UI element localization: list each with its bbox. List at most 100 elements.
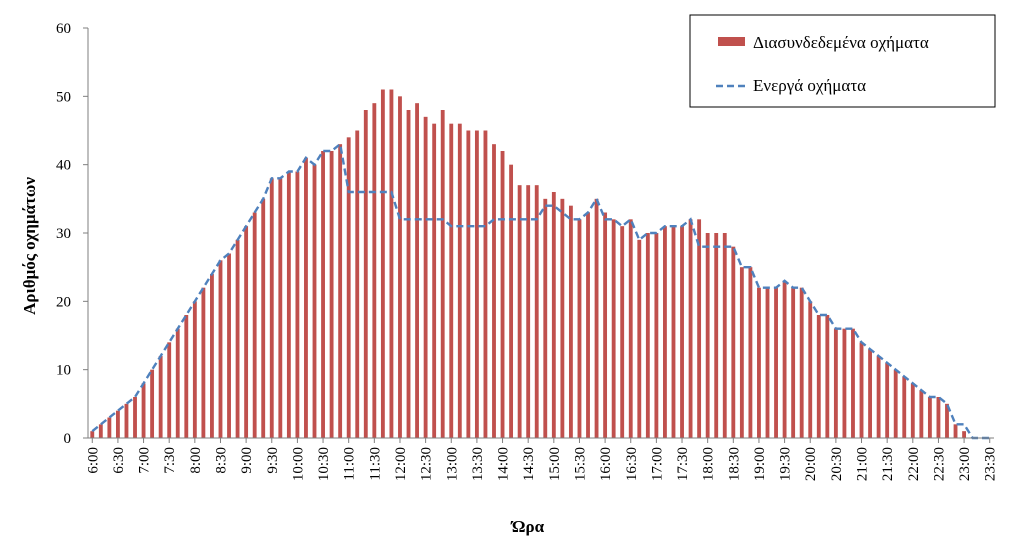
y-tick-label: 20	[56, 294, 71, 310]
y-tick-label: 0	[64, 431, 72, 447]
bar	[107, 417, 112, 438]
bar	[551, 192, 556, 438]
bar	[902, 376, 907, 438]
bar	[474, 130, 479, 438]
bar	[714, 233, 719, 438]
x-tick-label: 13:00	[444, 447, 460, 481]
bar	[645, 233, 650, 438]
bar	[885, 362, 890, 438]
x-tick-label: 11:30	[367, 447, 383, 481]
bar	[321, 151, 325, 438]
x-tick-label: 6:00	[85, 447, 101, 474]
bar	[620, 226, 625, 438]
bar	[603, 212, 608, 438]
y-tick-label: 40	[56, 158, 71, 174]
x-tick-label: 14:30	[521, 447, 537, 481]
bar	[286, 171, 291, 438]
bar	[910, 383, 915, 438]
x-ticks: 6:00 6:30 7:00 7:30 8:00 8:30 9:00 9:30 10:00 10:…	[85, 438, 999, 481]
active-vehicles-line	[91, 141, 990, 440]
legend: Διασυνδεδεμένα οχήματα Ενεργά οχήματα	[689, 14, 996, 108]
bar	[705, 233, 710, 438]
bar	[432, 123, 437, 439]
legend-label-connected: Διασυνδεδεμένα οχήματα	[753, 33, 929, 52]
x-tick-label: 22:00	[906, 447, 922, 481]
bar	[210, 274, 214, 438]
y-tick-label: 10	[56, 363, 71, 379]
x-tick-label: 7:00	[137, 447, 153, 474]
bar	[722, 233, 727, 438]
x-tick-label: 19:30	[778, 447, 794, 481]
x-tick-label: 15:30	[572, 447, 588, 481]
bar	[586, 212, 590, 438]
bar	[697, 219, 702, 438]
bar	[483, 130, 488, 438]
bar	[363, 110, 368, 438]
bar	[945, 403, 949, 438]
bar	[312, 164, 317, 439]
bar	[329, 151, 334, 438]
bar	[158, 356, 163, 438]
x-tick-label: 22:30	[931, 447, 947, 481]
bar	[543, 198, 548, 438]
bar	[406, 110, 411, 438]
bar-series	[90, 89, 967, 439]
bar	[876, 356, 881, 438]
bar	[628, 219, 633, 438]
x-axis-title: Ώρα	[510, 517, 545, 536]
x-tick-label: 12:00	[393, 447, 409, 481]
bar	[808, 301, 813, 438]
bar	[466, 130, 471, 438]
bar	[90, 431, 95, 438]
legend-label-active: Ενεργά οχήματα	[753, 76, 866, 95]
bar	[98, 424, 103, 438]
bar	[757, 287, 761, 438]
bar	[791, 287, 796, 438]
bar	[278, 178, 283, 438]
bar	[526, 185, 531, 438]
bar	[663, 226, 667, 438]
bar	[269, 178, 274, 438]
x-tick-label: 10:00	[290, 447, 306, 481]
x-tick-label: 13:30	[470, 447, 486, 481]
x-tick-label: 6:30	[111, 447, 127, 474]
x-tick-label: 23:30	[983, 447, 999, 481]
legend-box	[689, 14, 996, 108]
bar	[175, 328, 180, 438]
bar	[492, 144, 496, 439]
bar	[192, 301, 197, 438]
bar	[457, 123, 462, 439]
legend-bar-swatch	[718, 37, 745, 46]
x-tick-label: 9:00	[239, 447, 255, 474]
bar	[739, 267, 744, 438]
bar	[346, 137, 351, 438]
bar	[688, 219, 693, 438]
x-tick-label: 7:30	[162, 447, 178, 474]
bar	[133, 397, 137, 438]
bar	[423, 116, 428, 438]
x-tick-label: 9:30	[265, 447, 281, 474]
bar	[671, 226, 676, 438]
bar	[919, 390, 924, 438]
bar	[184, 315, 189, 438]
y-axis-title: Αριθμός οχημάτων	[20, 177, 39, 315]
x-tick-label: 21:30	[880, 447, 896, 481]
bar	[415, 103, 419, 439]
bar	[167, 342, 172, 438]
bar	[774, 287, 778, 438]
x-tick-label: 20:00	[803, 447, 819, 481]
bar	[799, 287, 804, 438]
bar	[509, 164, 514, 439]
x-tick-label: 8:00	[188, 447, 204, 474]
bar	[825, 315, 830, 438]
bar	[833, 328, 838, 438]
bar	[842, 328, 847, 438]
y-tick-label: 50	[56, 89, 71, 105]
bar	[816, 315, 821, 438]
y-tick-label: 30	[56, 226, 71, 242]
bar	[500, 151, 505, 438]
x-tick-label: 10:30	[316, 447, 332, 481]
bar	[449, 123, 454, 439]
bar	[517, 185, 522, 438]
